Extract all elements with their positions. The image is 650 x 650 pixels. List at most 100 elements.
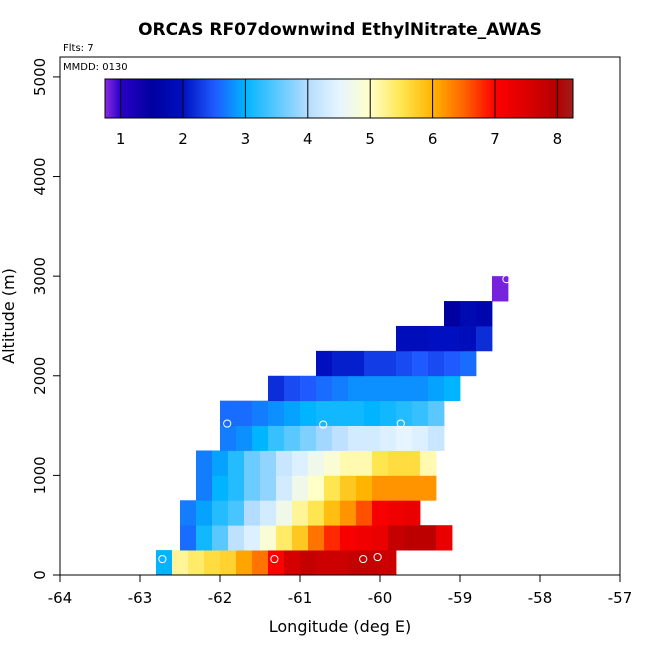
heatmap-cell [236, 425, 253, 451]
heatmap-cell [388, 525, 405, 551]
heatmap-cell [412, 350, 429, 377]
colorbar-tick-label: 7 [490, 130, 500, 148]
heatmap-cell [492, 276, 509, 302]
heatmap-cell [300, 425, 317, 451]
colorbar: 1 2 3 4 5 6 7 8 [104, 78, 574, 148]
heatmap-cell [444, 350, 461, 377]
heatmap-cell [444, 325, 461, 352]
x-tick-label: -57 [608, 589, 633, 607]
heatmap-cell [196, 500, 213, 526]
heatmap-cell [476, 301, 493, 327]
heatmap-cell [268, 400, 285, 426]
heatmap-cell [332, 400, 349, 426]
heatmap-cell [412, 400, 429, 426]
heatmap-cell [316, 350, 333, 377]
heatmap-cell [396, 325, 413, 352]
heatmap-cell [324, 475, 341, 501]
heatmap-cell [372, 525, 389, 551]
heatmap-cell [380, 350, 397, 377]
heatmap-cell [372, 450, 389, 476]
heatmap-cell [252, 400, 269, 426]
flights-annotation: Flts: 7 [63, 43, 94, 54]
y-axis: 0 1000 2000 3000 4000 5000 [31, 58, 60, 580]
heatmap-cell [180, 500, 197, 526]
heatmap-cell [420, 475, 437, 501]
heatmap-cell [332, 550, 349, 576]
heatmap-cell [364, 425, 381, 451]
y-tick-label: 4000 [31, 157, 49, 195]
sample-marker [270, 554, 279, 564]
heatmap-cell [436, 525, 453, 551]
heatmap-cell [364, 550, 381, 576]
sample-marker [158, 554, 167, 564]
heatmap-cell [196, 450, 213, 476]
heatmap-cell [460, 301, 477, 327]
heatmap-cell [364, 350, 381, 377]
heatmap-cell [284, 550, 301, 576]
y-tick-label: 0 [31, 570, 49, 580]
heatmap-cell [252, 550, 269, 576]
y-tick-label: 1000 [31, 456, 49, 494]
heatmap-cell [316, 425, 333, 451]
heatmap-cell [380, 400, 397, 426]
heatmap-cell [244, 475, 261, 501]
heatmap-cell [220, 425, 237, 451]
x-axis-label: Longitude (deg E) [269, 617, 412, 636]
colorbar-tick-label: 2 [178, 130, 188, 148]
heatmap-cell [428, 400, 445, 426]
heatmap-cell [228, 525, 245, 551]
heatmap-cell [284, 400, 301, 426]
heatmap-cell [388, 475, 405, 501]
heatmap-cell [260, 450, 277, 476]
heatmap-cell [284, 425, 301, 451]
heatmap-cell [364, 400, 381, 426]
heatmap-cell [460, 325, 477, 352]
heatmap-cell [172, 550, 189, 576]
heatmap-cell [268, 375, 285, 402]
heatmap-cell [356, 475, 373, 501]
heatmap-cell [244, 450, 261, 476]
y-tick-label: 3000 [31, 257, 49, 295]
heatmap-cell [444, 375, 461, 402]
heatmap-cell [260, 525, 277, 551]
heatmap-cell [348, 400, 365, 426]
heatmap-cell [292, 450, 309, 476]
sample-marker [502, 275, 511, 284]
heatmap-cell [356, 525, 373, 551]
heatmap-cell [404, 475, 421, 501]
heatmap-cell [268, 425, 285, 451]
colorbar-gradient [105, 79, 573, 118]
sample-markers [158, 275, 530, 564]
sample-marker [438, 554, 447, 564]
heatmap-cell [300, 375, 317, 402]
heatmap-cell [252, 425, 269, 451]
heatmap-cell [260, 475, 277, 501]
heatmap-cell [196, 525, 213, 551]
heatmap-cells [156, 276, 509, 576]
heatmap-cell [212, 525, 229, 551]
heatmap-cell [284, 375, 301, 402]
x-axis: -64 -63 -62 -61 -60 -59 -58 -57 [48, 575, 633, 607]
heatmap-cell [276, 450, 293, 476]
heatmap-cell [236, 400, 253, 426]
heatmap-cell [404, 525, 421, 551]
heatmap-cell [188, 550, 205, 576]
heatmap-cell [300, 400, 317, 426]
heatmap-cell [244, 525, 261, 551]
heatmap-cell [340, 450, 357, 476]
heatmap-cell [340, 475, 357, 501]
heatmap-cell [428, 325, 445, 352]
heatmap-cell [356, 450, 373, 476]
heatmap-cell [380, 550, 397, 576]
heatmap-cell [292, 475, 309, 501]
heatmap-cell [380, 425, 397, 451]
heatmap-cell [372, 475, 389, 501]
heatmap-cell [476, 325, 493, 352]
heatmap-cell [300, 550, 317, 576]
heatmap-cell [324, 450, 341, 476]
heatmap-cell [388, 450, 405, 476]
heatmap-cell [316, 550, 333, 576]
x-tick-label: -58 [528, 589, 553, 607]
x-tick-label: -64 [48, 589, 73, 607]
heatmap-cell [228, 450, 245, 476]
